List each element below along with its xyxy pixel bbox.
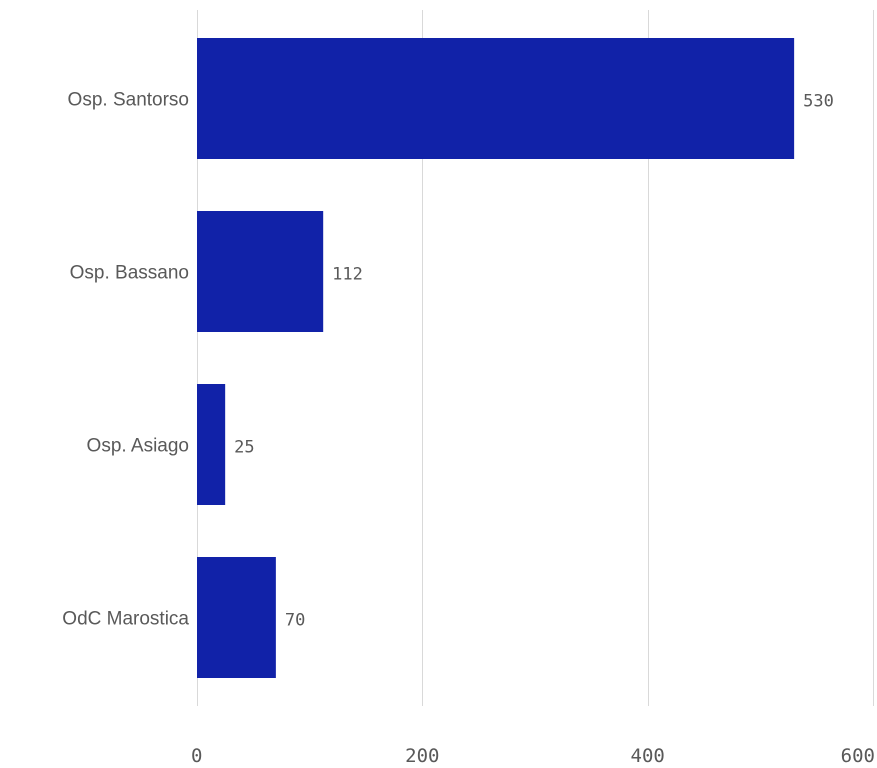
x-tick-label: 200 (405, 745, 439, 767)
bars (197, 38, 795, 678)
category-label: Osp. Santorso (68, 90, 189, 111)
labels: Osp. Santorso 530 Osp. Bassano 112 Osp. Asia… (62, 90, 834, 631)
data-label: 25 (234, 438, 254, 458)
bar-2 (197, 384, 226, 505)
category-label: Osp. Bassano (70, 263, 189, 284)
data-label: 530 (803, 92, 834, 112)
category-label: Osp. Asiago (87, 436, 189, 457)
x-axis-ticks: 0 200 400 600 (191, 745, 875, 767)
bar-3 (197, 557, 276, 678)
data-label: 112 (332, 265, 363, 285)
category-label: OdC Marostica (62, 609, 189, 630)
x-tick-label: 0 (191, 745, 202, 767)
x-tick-label: 600 (841, 745, 875, 767)
bar-0 (197, 38, 795, 159)
bar-1 (197, 211, 324, 332)
data-label: 70 (285, 611, 305, 631)
x-tick-label: 400 (631, 745, 665, 767)
